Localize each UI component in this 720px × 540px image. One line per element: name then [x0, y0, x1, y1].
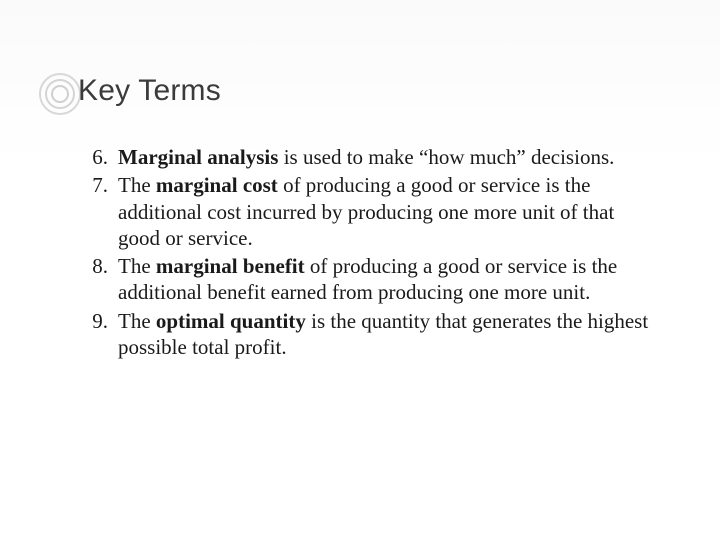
term-bold: optimal quantity	[156, 309, 306, 333]
item-number: 9.	[78, 308, 108, 334]
term-text: The	[118, 173, 156, 197]
term-bold: marginal cost	[156, 173, 278, 197]
list-item: 8. The marginal benefit of producing a g…	[78, 253, 650, 306]
term-bold: marginal benefit	[156, 254, 305, 278]
item-number: 6.	[78, 144, 108, 170]
slide-body: 6. Marginal analysis is used to make “ho…	[78, 144, 650, 362]
term-text: The	[118, 309, 156, 333]
title-bullet-icon	[38, 72, 82, 116]
term-text: The	[118, 254, 156, 278]
list-item: 6. Marginal analysis is used to make “ho…	[78, 144, 650, 170]
slide-title: Key Terms	[78, 74, 221, 108]
list-item: 7. The marginal cost of producing a good…	[78, 172, 650, 251]
item-number: 7.	[78, 172, 108, 198]
item-number: 8.	[78, 253, 108, 279]
slide: Key Terms 6. Marginal analysis is used t…	[0, 0, 720, 540]
terms-list: 6. Marginal analysis is used to make “ho…	[78, 144, 650, 360]
term-text: is used to make “how much” decisions.	[278, 145, 614, 169]
term-bold: Marginal analysis	[118, 145, 278, 169]
list-item: 9. The optimal quantity is the quantity …	[78, 308, 650, 361]
